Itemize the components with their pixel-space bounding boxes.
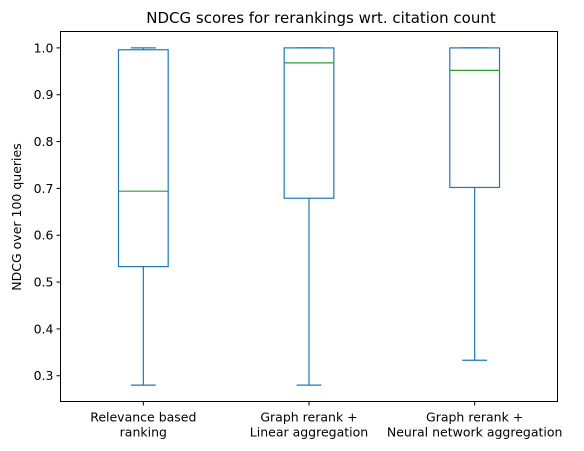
y-tick-label: 0.4: [34, 321, 54, 336]
x-tick-label: Graph rerank +: [260, 410, 357, 425]
y-tick-label: 0.9: [34, 87, 54, 102]
y-tick-label: 0.5: [34, 275, 54, 290]
x-tick-label: Neural network aggregation: [387, 425, 563, 440]
x-tick-label: ranking: [120, 425, 167, 440]
y-tick-label: 0.6: [34, 228, 54, 243]
x-tick-label: Relevance based: [90, 410, 196, 425]
box-iqr: [283, 47, 335, 199]
y-axis-label: NDCG over 100 queries: [9, 143, 24, 290]
y-tick-label: 1.0: [34, 40, 54, 55]
y-tick-label: 0.3: [34, 368, 54, 383]
y-tick-label: 0.7: [34, 181, 54, 196]
box-iqr: [117, 49, 169, 268]
x-tick-label: Graph rerank +: [426, 410, 523, 425]
box-iqr: [449, 47, 501, 189]
plot-area: 0.3 0.4 0.5 0.6 0.7 0.8 0.9 1.0 Relevance basedr…: [34, 40, 563, 439]
chart-title: NDCG scores for rerankings wrt. citation…: [146, 9, 496, 27]
plot-frame: [60, 31, 558, 402]
y-tick-label: 0.8: [34, 134, 54, 149]
x-tick-label: Linear aggregation: [250, 425, 368, 440]
